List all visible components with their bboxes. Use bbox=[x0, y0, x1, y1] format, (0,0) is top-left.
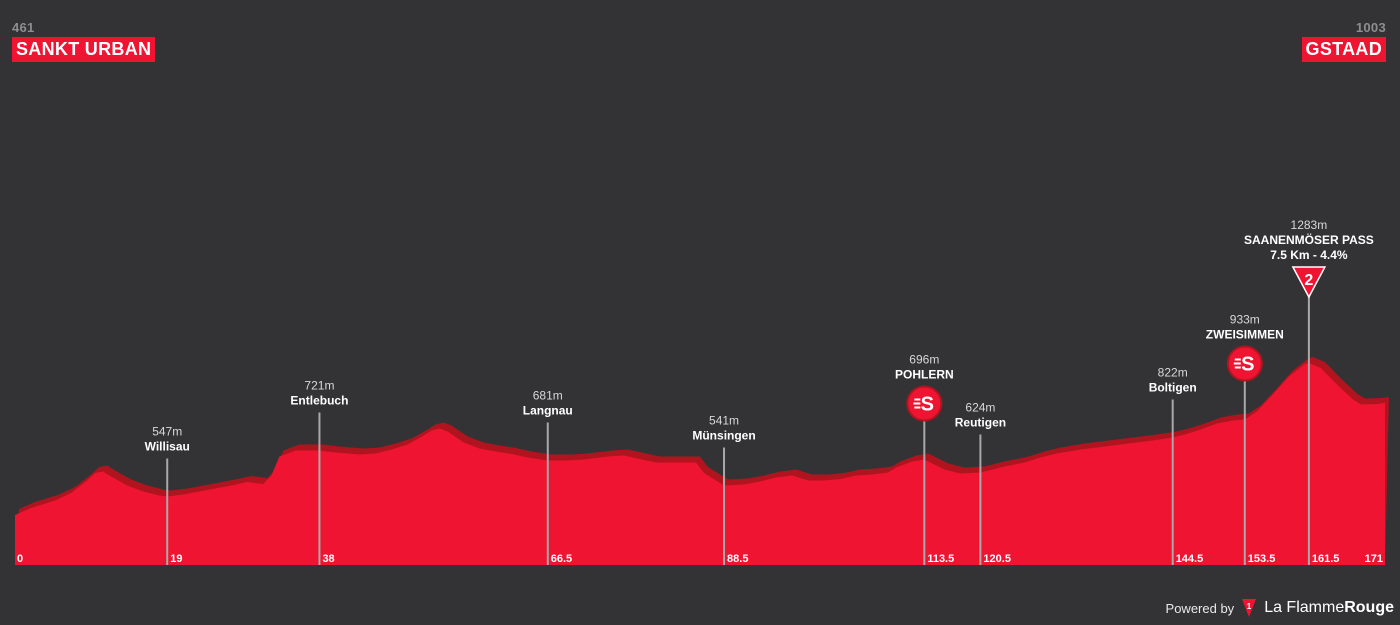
km-label: 144.5 bbox=[1176, 553, 1204, 565]
km-label: 120.5 bbox=[983, 553, 1011, 565]
location-name: Münsingen bbox=[692, 429, 755, 443]
location-elevation: 547m bbox=[152, 425, 182, 439]
finish-town: GSTAAD bbox=[1301, 37, 1386, 62]
brand-name: La FlammeRouge bbox=[1264, 599, 1394, 617]
location-elevation: 933m bbox=[1230, 313, 1260, 327]
brand-name-plain: La Flamme bbox=[1264, 599, 1345, 616]
location-name: Langnau bbox=[523, 404, 573, 418]
km-label: 161.5 bbox=[1312, 553, 1340, 565]
km-label: 113.5 bbox=[927, 553, 954, 565]
km-label: 171 bbox=[1365, 553, 1383, 565]
brand-name-bold: Rouge bbox=[1344, 599, 1394, 616]
climb-category-icon bbox=[1291, 266, 1327, 299]
km-label: 38 bbox=[322, 553, 334, 565]
location-elevation: 624m bbox=[965, 401, 995, 415]
powered-by: Powered by 1 La FlammeRouge bbox=[1166, 599, 1394, 617]
climb-category-number: 2 bbox=[1304, 272, 1313, 289]
location-name: Reutigen bbox=[955, 416, 1006, 430]
location-elevation: 681m bbox=[533, 389, 563, 403]
sprint-icon-letter: S bbox=[921, 394, 934, 416]
sprint-icon-letter: S bbox=[1241, 354, 1254, 376]
location-elevation: 822m bbox=[1158, 366, 1188, 380]
location-name: POHLERN bbox=[895, 368, 954, 382]
start-label: 461 SANKT URBAN bbox=[12, 20, 156, 62]
profile-area bbox=[15, 363, 1385, 565]
location-name: Boltigen bbox=[1149, 381, 1197, 395]
location-name: Willisau bbox=[145, 440, 190, 454]
sprint-icon bbox=[1226, 345, 1263, 382]
start-town: SANKT URBAN bbox=[12, 37, 156, 62]
km-label: 19 bbox=[170, 553, 182, 565]
logo-number: 1 bbox=[1247, 602, 1252, 611]
km-label: 88.5 bbox=[727, 553, 748, 565]
km-label: 0 bbox=[17, 553, 23, 565]
location-elevation: 541m bbox=[709, 414, 739, 428]
powered-by-text: Powered by bbox=[1165, 600, 1235, 616]
location-name: Entlebuch bbox=[290, 394, 348, 408]
finish-label: 1003 GSTAAD bbox=[1301, 20, 1386, 62]
location-elevation: 1283m bbox=[1291, 218, 1328, 232]
start-elevation: 461 bbox=[12, 20, 35, 35]
location-name: SAANENMÖSER PASS bbox=[1244, 232, 1374, 247]
la-flamme-rouge-logo-icon: 1 bbox=[1242, 599, 1257, 617]
location-name: ZWEISIMMEN bbox=[1206, 328, 1284, 342]
sprint-icon bbox=[906, 385, 943, 422]
finish-elevation: 1003 bbox=[1355, 20, 1386, 35]
climb-detail: 7.5 Km - 4.4% bbox=[1270, 248, 1348, 262]
location-elevation: 696m bbox=[909, 353, 939, 367]
km-label: 66.5 bbox=[551, 553, 572, 565]
km-label: 153.5 bbox=[1248, 553, 1276, 565]
location-elevation: 721m bbox=[304, 379, 334, 393]
